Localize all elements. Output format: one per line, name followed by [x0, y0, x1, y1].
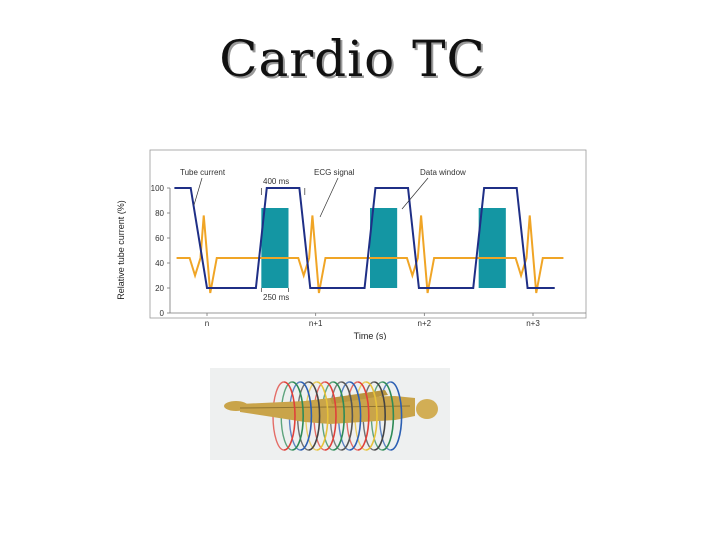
scanner-ring-front: [390, 381, 403, 451]
y-tick-label: 100: [151, 184, 165, 193]
leader-ecg-signal: [319, 177, 339, 218]
leader-data-window: [401, 177, 429, 210]
scanner-ring-front: [365, 381, 378, 451]
leader-tube-current: [193, 177, 203, 206]
y-axis-label: Relative tube current (%): [116, 200, 126, 300]
y-tick-label: 60: [155, 234, 164, 243]
x-tick-label: n: [205, 319, 209, 328]
slide-title: Cardio TC: [219, 30, 486, 88]
scanner-ring-front: [349, 381, 362, 451]
patient-scanner-illustration: [210, 368, 450, 460]
marks: [174, 177, 564, 294]
scanner-ring-front: [300, 381, 313, 451]
legend-tube-current: Tube current: [180, 168, 226, 177]
tube-current-line: [174, 187, 555, 289]
data-window-bar: [478, 208, 506, 288]
x-tick-label: n+1: [309, 319, 323, 328]
chart-canvas: 0 20 40 60 80 100 n n+1 n+2 n+3 Tube current ECG …: [116, 149, 587, 340]
legend-ecg-signal: ECG signal: [314, 168, 355, 177]
plot-frame: [149, 149, 587, 319]
y-tick-label: 20: [155, 284, 164, 293]
labels: Tube current ECG signal Data window 400 …: [116, 168, 466, 340]
scanner-ring-front: [333, 381, 345, 451]
axes: 0 20 40 60 80 100 n n+1 n+2 n+3: [151, 184, 586, 328]
x-tick-label: n+2: [418, 319, 432, 328]
legend-data-window: Data window: [420, 168, 466, 177]
x-axis-label: Time (s): [354, 331, 387, 340]
y-tick-label: 80: [155, 209, 164, 218]
annotation-250ms: 250 ms: [263, 293, 289, 302]
data-window-bar: [261, 208, 289, 288]
data-window-bar: [370, 208, 398, 288]
scanner-ring-front: [357, 381, 370, 451]
scanner-ring-front: [308, 381, 321, 451]
y-tick-label: 0: [160, 309, 165, 318]
y-tick-label: 40: [155, 259, 164, 268]
scanner-ring-front: [316, 381, 329, 451]
x-tick-label: n+3: [526, 319, 540, 328]
ecg-gated-chart: 0 20 40 60 80 100 n n+1 n+2 n+3 Tube current ECG …: [110, 145, 590, 340]
annotation-400ms: 400 ms: [263, 177, 289, 186]
scanner-ring-front: [341, 381, 354, 451]
patient-contour: [239, 405, 411, 409]
scanner-ring-front: [292, 381, 304, 451]
scanner-ring-front: [324, 381, 337, 451]
scanner-rings-front: [283, 381, 403, 451]
patient-scanner-icon: [210, 368, 450, 460]
scanner-ring-front: [382, 381, 395, 451]
scanner-ring-front: [374, 381, 386, 451]
scanner-ring-front: [283, 381, 296, 451]
patient-head: [416, 399, 438, 419]
